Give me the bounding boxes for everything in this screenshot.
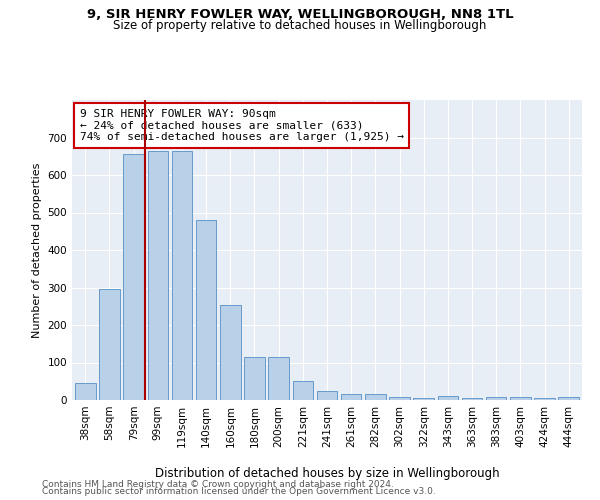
Bar	[196, 220, 217, 400]
Bar	[510, 398, 530, 400]
Bar	[534, 398, 555, 400]
Bar	[486, 398, 506, 400]
Text: 9 SIR HENRY FOWLER WAY: 90sqm
← 24% of detached houses are smaller (633)
74% of : 9 SIR HENRY FOWLER WAY: 90sqm ← 24% of d…	[80, 109, 404, 142]
Bar	[341, 394, 361, 400]
Text: 9, SIR HENRY FOWLER WAY, WELLINGBOROUGH, NN8 1TL: 9, SIR HENRY FOWLER WAY, WELLINGBOROUGH,…	[86, 8, 514, 20]
Bar	[317, 390, 337, 400]
Bar	[437, 396, 458, 400]
Text: Size of property relative to detached houses in Wellingborough: Size of property relative to detached ho…	[113, 19, 487, 32]
Bar	[220, 305, 241, 400]
Bar	[413, 398, 434, 400]
Bar	[244, 357, 265, 400]
Bar	[172, 150, 192, 400]
Bar	[462, 398, 482, 400]
Text: Contains public sector information licensed under the Open Government Licence v3: Contains public sector information licen…	[42, 487, 436, 496]
Y-axis label: Number of detached properties: Number of detached properties	[32, 162, 42, 338]
Text: Distribution of detached houses by size in Wellingborough: Distribution of detached houses by size …	[155, 468, 499, 480]
Bar	[559, 398, 579, 400]
Bar	[75, 383, 95, 400]
Bar	[268, 357, 289, 400]
Bar	[389, 398, 410, 400]
Bar	[99, 290, 120, 400]
Bar	[365, 394, 386, 400]
Bar	[293, 381, 313, 400]
Bar	[124, 154, 144, 400]
Bar	[148, 150, 168, 400]
Text: Contains HM Land Registry data © Crown copyright and database right 2024.: Contains HM Land Registry data © Crown c…	[42, 480, 394, 489]
